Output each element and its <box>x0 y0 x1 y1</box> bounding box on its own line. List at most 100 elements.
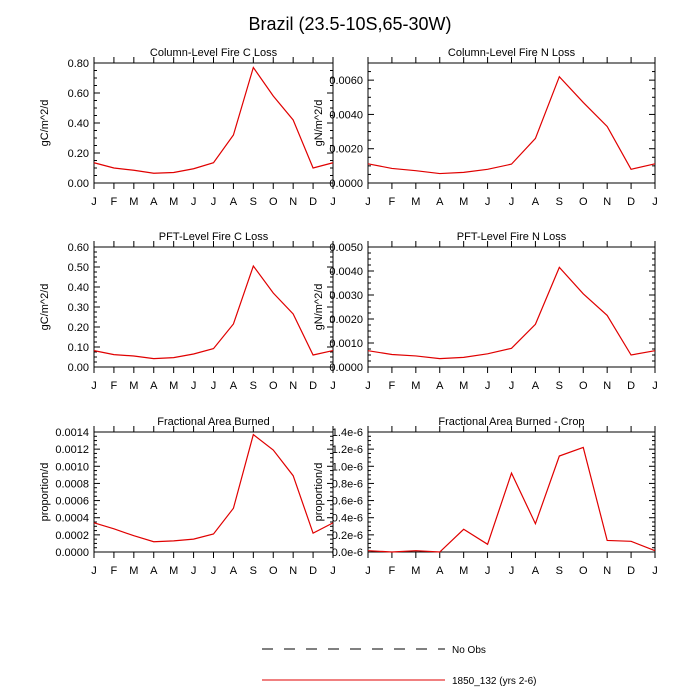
x-tick-label: J <box>652 565 658 577</box>
x-tick-label: M <box>129 380 138 392</box>
x-tick-label: N <box>289 565 297 577</box>
x-tick-label: J <box>330 380 336 392</box>
x-tick-label: M <box>459 380 468 392</box>
y-tick-label: 0.8e-6 <box>332 478 363 490</box>
plot-frame <box>93 62 334 184</box>
x-tick-label: D <box>627 380 635 392</box>
x-tick-label: D <box>309 565 317 577</box>
x-tick-label: N <box>603 196 611 208</box>
x-tick-label: A <box>436 565 444 577</box>
panel-fractional-area-burned: Fractional Area Burned 0.0000 0.0002 0.0004… <box>39 416 336 577</box>
x-tick-label: S <box>250 565 257 577</box>
x-tick-label: D <box>627 196 635 208</box>
y-tick-label: 0.20 <box>68 148 89 160</box>
y-tick-label: 0.0e-6 <box>332 547 363 559</box>
x-tick-label: M <box>411 380 420 392</box>
x-tick-label: F <box>389 196 396 208</box>
x-tick-label: F <box>389 380 396 392</box>
y-tick-label: 0.00 <box>68 178 89 190</box>
series-line-1850-132-yrs-2-6 <box>367 75 656 175</box>
x-tick-label: N <box>289 196 297 208</box>
legend: No Obs 1850_132 (yrs 2-6) <box>262 645 537 687</box>
series-line-1850-132-yrs-2-6 <box>93 433 334 543</box>
panel-pft-level-fire-n-loss: PFT-Level Fire N Loss 0.0000 0.0010 0.0020 0… <box>313 231 658 392</box>
y-tick-label: 0.0050 <box>329 242 363 254</box>
panel-pft-level-fire-c-loss: PFT-Level Fire C Loss 0.00 0.10 0.20 0.30 0.4… <box>39 231 336 392</box>
series-line-1850-132-yrs-2-6 <box>367 266 656 360</box>
y-tick-label: 0.0008 <box>55 478 89 490</box>
x-tick-label: J <box>485 565 491 577</box>
x-tick-label: O <box>579 196 588 208</box>
y-axis-label: gC/m^2/d <box>39 100 51 147</box>
x-tick-label: N <box>603 380 611 392</box>
x-tick-label: F <box>111 565 118 577</box>
x-tick-label: A <box>150 196 158 208</box>
y-tick-label: 0.00 <box>68 362 89 374</box>
x-tick-label: D <box>309 380 317 392</box>
y-tick-label: 0.4e-6 <box>332 513 363 525</box>
y-tick-label: 0.20 <box>68 322 89 334</box>
y-tick-label: 0.0030 <box>329 290 363 302</box>
legend-label-model: 1850_132 (yrs 2-6) <box>452 676 537 687</box>
x-tick-label: J <box>191 380 197 392</box>
x-tick-label: N <box>603 565 611 577</box>
x-tick-label: S <box>556 380 563 392</box>
y-tick-label: 0.0020 <box>329 314 363 326</box>
x-tick-label: A <box>436 380 444 392</box>
y-tick-label: 0.0010 <box>55 461 89 473</box>
x-tick-label: S <box>556 196 563 208</box>
y-tick-label: 1.2e-6 <box>332 444 363 456</box>
series-line-1850-132-yrs-2-6 <box>367 446 656 553</box>
x-tick-label: A <box>150 380 158 392</box>
x-tick-label: J <box>365 380 371 392</box>
series-line-1850-132-yrs-2-6 <box>93 264 334 360</box>
x-tick-label: M <box>459 196 468 208</box>
panel-column-level-fire-c-loss: Column-Level Fire C Loss 0.00 0.20 0.40 0.60… <box>39 47 336 208</box>
x-tick-label: J <box>191 196 197 208</box>
y-tick-label: 0.10 <box>68 342 89 354</box>
x-tick-label: S <box>556 565 563 577</box>
x-tick-label: F <box>389 565 396 577</box>
x-tick-label: A <box>436 196 444 208</box>
x-tick-label: A <box>230 380 238 392</box>
x-tick-label: J <box>485 380 491 392</box>
x-tick-label: N <box>289 380 297 392</box>
x-tick-label: J <box>211 196 217 208</box>
y-axis-label: gN/m^2/d <box>313 284 325 331</box>
x-tick-label: A <box>150 565 158 577</box>
x-tick-label: A <box>230 196 238 208</box>
panel-grid: Column-Level Fire C Loss 0.00 0.20 0.40 0.60… <box>39 47 658 577</box>
plot-frame <box>367 431 656 553</box>
x-tick-label: J <box>652 380 658 392</box>
x-tick-label: D <box>627 565 635 577</box>
y-tick-label: 0.0012 <box>55 444 89 456</box>
x-tick-label: J <box>509 196 515 208</box>
x-tick-label: A <box>532 565 540 577</box>
x-tick-label: F <box>111 380 118 392</box>
y-tick-label: 0.30 <box>68 302 89 314</box>
y-tick-label: 0.0040 <box>329 109 363 121</box>
y-tick-label: 0.0004 <box>55 513 89 525</box>
y-tick-label: 0.2e-6 <box>332 530 363 542</box>
x-tick-label: J <box>91 196 97 208</box>
y-axis-label: gN/m^2/d <box>313 100 325 147</box>
x-tick-label: J <box>91 565 97 577</box>
x-tick-label: M <box>169 196 178 208</box>
legend-label-no-obs: No Obs <box>452 645 486 656</box>
x-tick-label: A <box>230 565 238 577</box>
x-tick-label: M <box>129 565 138 577</box>
x-tick-label: M <box>411 196 420 208</box>
x-tick-label: A <box>532 380 540 392</box>
y-tick-label: 0.0006 <box>55 496 89 508</box>
y-axis-label: gC/m^2/d <box>39 284 51 331</box>
y-tick-label: 0.6e-6 <box>332 496 363 508</box>
x-tick-label: J <box>330 196 336 208</box>
panel-title: Fractional Area Burned <box>157 416 270 428</box>
y-tick-label: 0.0040 <box>329 266 363 278</box>
x-tick-label: J <box>211 565 217 577</box>
y-tick-label: 0.0000 <box>329 178 363 190</box>
x-tick-label: O <box>269 565 278 577</box>
x-tick-label: J <box>330 565 336 577</box>
y-tick-label: 0.40 <box>68 118 89 130</box>
